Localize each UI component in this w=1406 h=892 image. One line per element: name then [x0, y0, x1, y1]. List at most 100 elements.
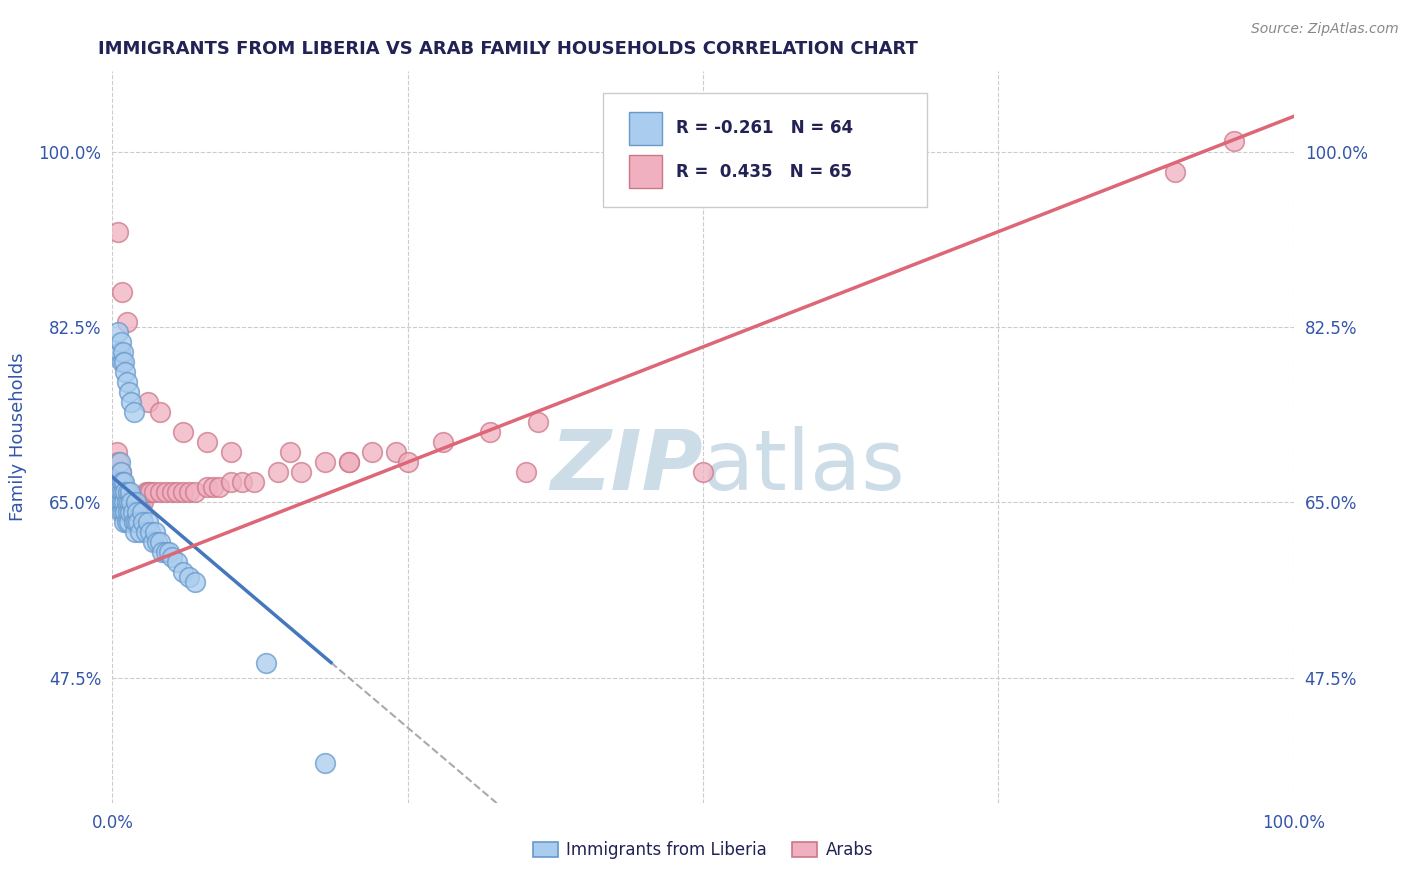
Point: [337, 455, 360, 469]
Text: R = -0.261   N = 64: R = -0.261 N = 64: [676, 119, 853, 137]
Point: [105, 445, 128, 459]
Point: [125, 515, 148, 529]
Point: [432, 435, 454, 450]
Point: [110, 505, 132, 519]
Point: [142, 535, 165, 549]
Point: [111, 495, 134, 509]
Point: [105, 475, 128, 490]
Point: [110, 465, 132, 479]
Point: [107, 455, 129, 469]
Point: [115, 515, 138, 529]
Point: [166, 555, 188, 569]
Point: [396, 455, 419, 469]
Point: [155, 485, 177, 500]
Point: [146, 535, 169, 549]
Point: [117, 495, 139, 509]
Point: [114, 485, 136, 500]
Point: [201, 480, 224, 494]
Point: [231, 475, 253, 490]
Point: [108, 485, 131, 500]
Point: [112, 505, 135, 519]
Point: [108, 465, 131, 479]
Point: [136, 485, 159, 500]
Point: [515, 465, 537, 479]
Point: [219, 445, 242, 459]
Point: [142, 485, 165, 500]
Point: [108, 455, 131, 469]
Point: [112, 475, 135, 490]
Bar: [628, 155, 662, 188]
Point: [120, 395, 142, 409]
Point: [160, 485, 183, 500]
Point: [110, 465, 132, 479]
Point: [117, 505, 139, 519]
Point: [432, 815, 454, 830]
Point: [112, 515, 135, 529]
Point: [107, 325, 129, 339]
Point: [172, 485, 194, 500]
Point: [107, 485, 129, 500]
Point: [195, 435, 218, 450]
Point: [195, 480, 218, 494]
Point: [184, 575, 207, 590]
Point: [692, 465, 714, 479]
Point: [136, 395, 159, 409]
Legend: Immigrants from Liberia, Arabs: Immigrants from Liberia, Arabs: [526, 835, 880, 866]
Text: Source: ZipAtlas.com: Source: ZipAtlas.com: [1251, 22, 1399, 37]
Point: [118, 490, 141, 504]
Point: [110, 485, 132, 500]
Point: [184, 485, 207, 500]
Point: [114, 505, 136, 519]
Point: [118, 384, 141, 399]
Point: [112, 485, 135, 500]
Point: [155, 545, 177, 559]
Y-axis label: Family Households: Family Households: [10, 353, 27, 521]
Point: [479, 425, 502, 439]
Point: [120, 495, 142, 509]
Point: [120, 505, 142, 519]
Point: [179, 485, 201, 500]
Point: [112, 475, 135, 490]
Point: [105, 465, 128, 479]
Point: [115, 315, 138, 329]
Point: [118, 515, 141, 529]
Point: [127, 490, 149, 504]
Point: [149, 405, 172, 419]
Text: R =  0.435   N = 65: R = 0.435 N = 65: [676, 163, 852, 181]
Point: [115, 495, 138, 509]
Point: [314, 455, 336, 469]
Point: [112, 480, 135, 494]
Point: [139, 525, 162, 540]
Point: [219, 475, 242, 490]
Point: [208, 480, 231, 494]
Point: [111, 475, 134, 490]
Point: [135, 525, 157, 540]
Point: [243, 475, 266, 490]
Point: [131, 505, 153, 519]
Point: [118, 495, 141, 509]
FancyBboxPatch shape: [603, 94, 928, 207]
Point: [127, 515, 149, 529]
Point: [111, 355, 134, 369]
Point: [120, 495, 142, 509]
Point: [135, 485, 157, 500]
Point: [132, 515, 155, 529]
Point: [160, 550, 183, 565]
Point: [114, 485, 136, 500]
Point: [149, 485, 172, 500]
Point: [120, 485, 142, 500]
Point: [122, 405, 145, 419]
Point: [111, 285, 134, 299]
Point: [112, 495, 135, 509]
Point: [136, 515, 159, 529]
Point: [290, 465, 312, 479]
Text: IMMIGRANTS FROM LIBERIA VS ARAB FAMILY HOUSEHOLDS CORRELATION CHART: IMMIGRANTS FROM LIBERIA VS ARAB FAMILY H…: [98, 40, 918, 58]
Point: [526, 415, 548, 429]
Point: [1223, 135, 1246, 149]
Point: [115, 485, 138, 500]
Point: [108, 345, 131, 359]
Point: [128, 525, 150, 540]
Point: [150, 545, 173, 559]
Point: [111, 495, 134, 509]
Point: [115, 375, 138, 389]
